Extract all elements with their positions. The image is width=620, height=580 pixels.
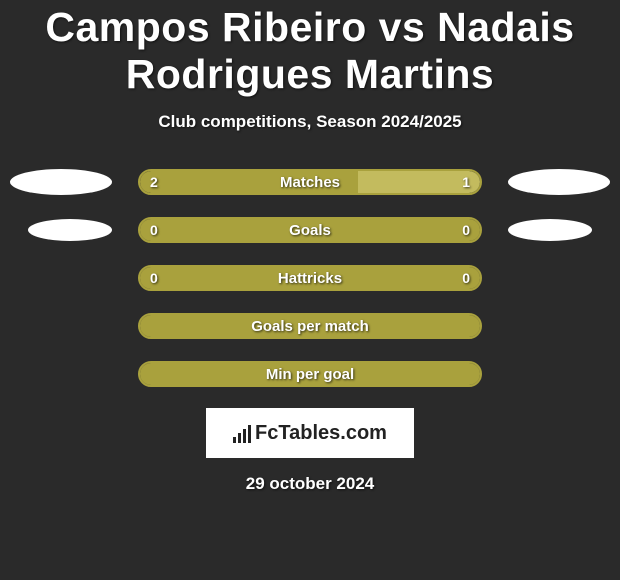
stat-label: Goals per match: [140, 318, 480, 335]
player-avatar-left: [10, 169, 112, 195]
date-label: 29 october 2024: [0, 474, 620, 494]
player-avatar-right: [508, 219, 592, 241]
stat-bar: 21Matches: [138, 169, 482, 195]
stat-bar: Min per goal: [138, 361, 482, 387]
stat-row: Goals per match: [0, 312, 620, 340]
stat-label: Min per goal: [140, 366, 480, 383]
stat-label: Matches: [140, 174, 480, 191]
player-avatar-right: [508, 169, 610, 195]
stat-row: Min per goal: [0, 360, 620, 388]
player-avatar-left: [28, 219, 112, 241]
stat-bar: 00Goals: [138, 217, 482, 243]
stat-bar: 00Hattricks: [138, 265, 482, 291]
logo-text: FcTables.com: [255, 422, 387, 445]
stat-label: Hattricks: [140, 270, 480, 287]
stat-bar: Goals per match: [138, 313, 482, 339]
subtitle: Club competitions, Season 2024/2025: [0, 112, 620, 132]
stat-row: 21Matches: [0, 168, 620, 196]
logo-chart-icon: [233, 423, 251, 443]
stat-label: Goals: [140, 222, 480, 239]
stats-rows: 21Matches 00Goals 00Hattricks Goals per mat…: [0, 168, 620, 388]
stat-row: 00Goals: [0, 216, 620, 244]
logo-box: FcTables.com: [206, 408, 414, 458]
page-title: Campos Ribeiro vs Nadais Rodrigues Marti…: [0, 0, 620, 98]
stat-row: 00Hattricks: [0, 264, 620, 292]
